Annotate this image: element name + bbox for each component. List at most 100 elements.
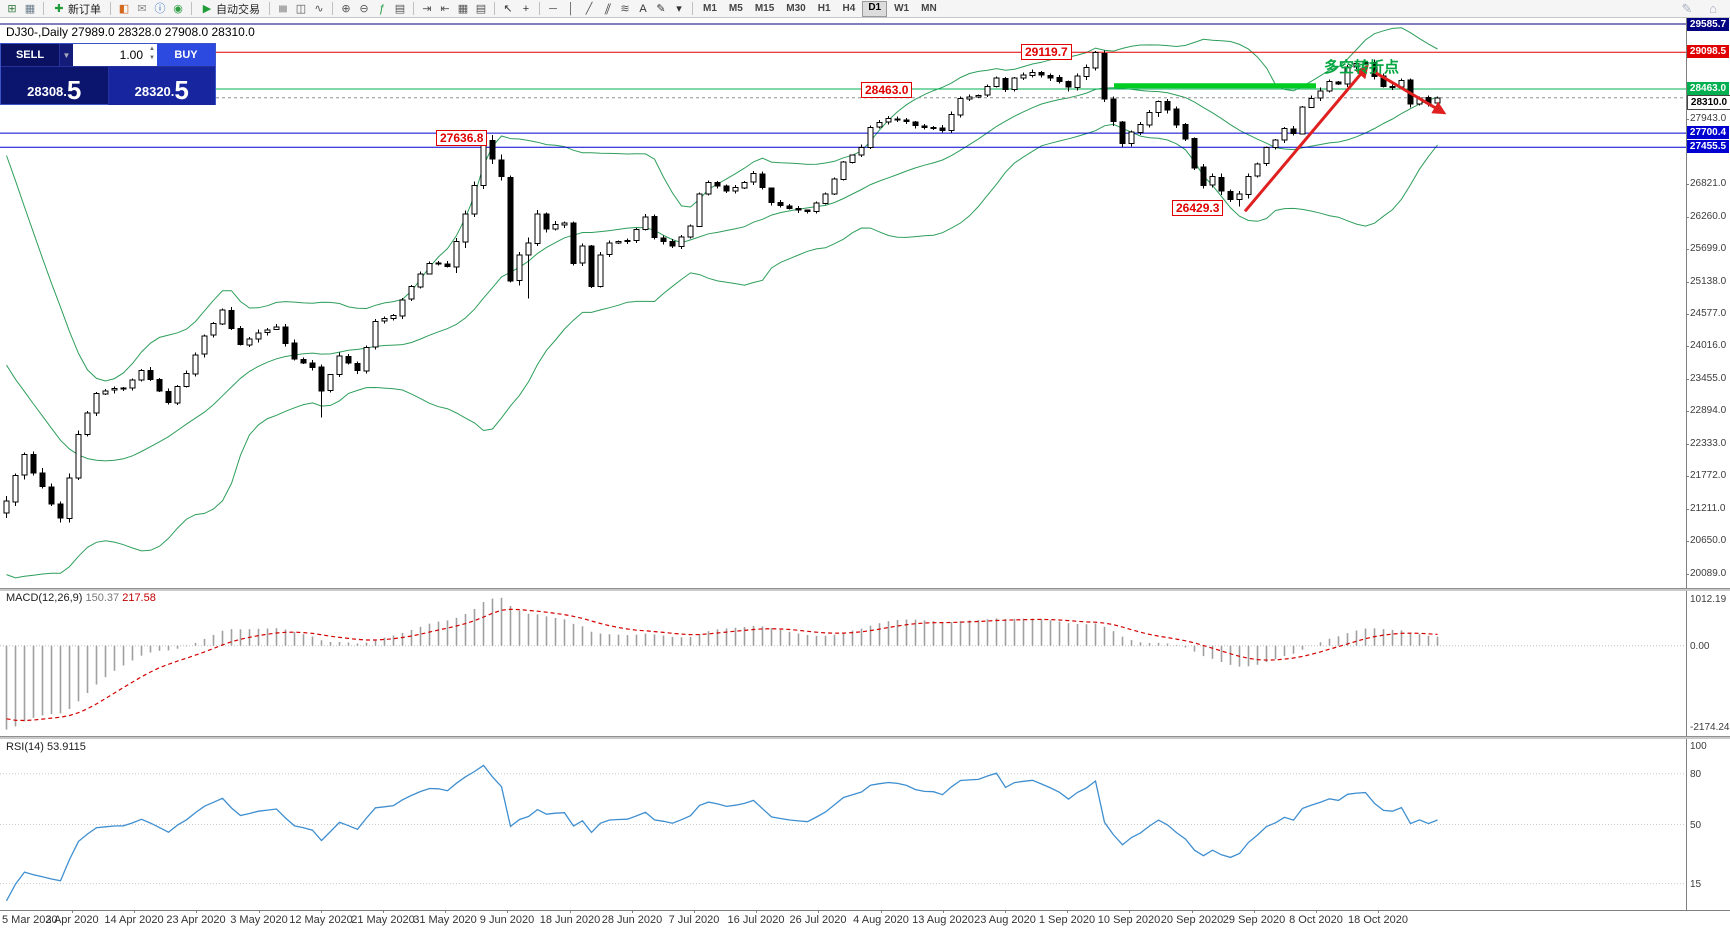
trendline-icon[interactable]: ╱ <box>585 2 593 15</box>
auto-scroll-icon[interactable]: ⇥ <box>422 2 432 15</box>
timeframe-M15-button[interactable]: M15 <box>754 2 775 14</box>
date-label[interactable]: 1 Sep 2020 <box>1038 914 1096 926</box>
date-label[interactable]: 7 Jul 2020 <box>668 914 720 926</box>
hline-icon[interactable]: ─ <box>549 2 557 15</box>
date-label[interactable]: 12 May 2020 <box>289 914 353 926</box>
spinner-down-icon[interactable]: ▼ <box>149 55 155 61</box>
price-callout-label[interactable]: 28463.0 <box>861 82 913 98</box>
shapes-icon[interactable]: ▾ <box>676 2 682 15</box>
date-label[interactable]: 31 May 2020 <box>413 914 477 926</box>
bollinger-upper-band <box>6 27 1438 382</box>
chart-profiles-icon[interactable]: ▦ <box>24 2 36 15</box>
date-label[interactable]: 29 Sep 2020 <box>1222 914 1286 926</box>
vline-icon[interactable]: │ <box>567 2 575 15</box>
date-label[interactable]: 20 Sep 2020 <box>1160 914 1224 926</box>
fibonacci-icon[interactable]: ≋ <box>620 2 630 15</box>
line-chart-icon[interactable]: ∿ <box>314 2 324 15</box>
date-label[interactable]: 9 Jun 2020 <box>479 914 535 926</box>
price-axis-tickmark <box>1686 411 1689 412</box>
text-icon[interactable]: A <box>639 2 647 15</box>
date-label[interactable]: 3 May 2020 <box>230 914 288 926</box>
timeframe-MN-button[interactable]: MN <box>921 2 937 14</box>
main-price-pane[interactable] <box>0 23 1686 579</box>
timeframe-M1-button[interactable]: M1 <box>703 2 717 14</box>
rsi-pane[interactable] <box>0 764 1686 902</box>
price-axis-label[interactable]: 26260.0 <box>1690 211 1727 222</box>
date-label[interactable]: 5 Mar 2020 <box>2 914 58 926</box>
date-label[interactable]: 3 Apr 2020 <box>45 914 99 926</box>
sell-price[interactable]: 28308. 5 <box>1 67 108 105</box>
autotrading-button[interactable]: ▶ 自动交易 <box>196 1 265 17</box>
price-axis-label[interactable]: 21772.0 <box>1690 470 1727 481</box>
cursor-icon[interactable]: ↖ <box>503 2 513 15</box>
zoom-in-icon[interactable]: ⊕ <box>341 2 351 15</box>
price-axis-label[interactable]: 27943.0 <box>1690 113 1727 124</box>
timeframe-W1-button[interactable]: W1 <box>894 2 910 14</box>
price-axis-label[interactable]: 24016.0 <box>1690 340 1727 351</box>
crosshair-icon[interactable]: + <box>522 2 530 15</box>
date-label[interactable]: 21 May 2020 <box>351 914 415 926</box>
toolbar-separator <box>43 2 44 15</box>
price-axis-label[interactable]: 25138.0 <box>1690 276 1727 287</box>
buy-price[interactable]: 28320. 5 <box>107 67 215 105</box>
price-callout-label[interactable]: 26429.3 <box>1172 200 1224 216</box>
price-axis-label[interactable]: 23455.0 <box>1690 373 1727 384</box>
sell-button[interactable]: SELL <box>1 44 59 66</box>
date-label[interactable]: 4 Aug 2020 <box>853 914 909 926</box>
timeframe-D1-button[interactable]: D1 <box>862 0 888 17</box>
date-label[interactable]: 8 Oct 2020 <box>1289 914 1343 926</box>
chart-canvas[interactable] <box>0 0 1686 910</box>
mailbox-icon[interactable]: ✉ <box>137 2 147 15</box>
spinner-up-icon[interactable]: ▲ <box>149 46 155 52</box>
price-axis-label[interactable]: 21211.0 <box>1690 503 1726 514</box>
data-window-icon[interactable]: ▤ <box>475 2 487 15</box>
date-label[interactable]: 23 Aug 2020 <box>974 914 1036 926</box>
price-axis-label[interactable]: 22333.0 <box>1690 438 1727 449</box>
volume-input[interactable]: 1.00 ▲ ▼ <box>73 44 157 66</box>
date-label[interactable]: 18 Oct 2020 <box>1348 914 1408 926</box>
pane-separator-rsi[interactable] <box>0 736 1730 739</box>
timeframe-H4-button[interactable]: H4 <box>842 2 856 14</box>
timeframe-H1-button[interactable]: H1 <box>817 2 831 14</box>
volume-spinner[interactable]: ▲ ▼ <box>149 45 155 63</box>
macd-pane[interactable] <box>0 597 1686 730</box>
label-icon[interactable]: ✎ <box>656 2 666 15</box>
date-label[interactable]: 14 Apr 2020 <box>104 914 164 926</box>
date-label[interactable]: 10 Sep 2020 <box>1097 914 1161 926</box>
date-tickmark <box>1067 910 1068 913</box>
chart-shift-icon[interactable]: ⇤ <box>440 2 450 15</box>
price-axis-label[interactable]: 20089.0 <box>1690 568 1727 579</box>
tile-windows-icon[interactable]: ▦ <box>457 2 469 15</box>
price-axis-label[interactable]: 25699.0 <box>1690 243 1727 254</box>
date-label[interactable]: 16 Jul 2020 <box>727 914 785 926</box>
date-label[interactable]: 13 Aug 2020 <box>912 914 974 926</box>
pane-separator-macd[interactable] <box>0 588 1730 591</box>
grid-icon[interactable]: ▤ <box>394 2 406 15</box>
buy-button[interactable]: BUY <box>157 44 215 66</box>
price-callout-label[interactable]: 27636.8 <box>436 130 488 146</box>
timeframe-M5-button[interactable]: M5 <box>728 2 743 14</box>
quick-edit-icon[interactable]: ✎ <box>1681 1 1693 16</box>
indicators-icon[interactable]: ƒ <box>378 2 386 15</box>
new-chart-icon[interactable]: ⊞ <box>7 2 17 15</box>
candlestick-series <box>3 50 1441 523</box>
new-order-button[interactable]: ✚ 新订单 <box>48 1 106 17</box>
price-callout-label[interactable]: 29119.7 <box>1021 44 1072 60</box>
timeframe-M30-button[interactable]: M30 <box>786 2 806 14</box>
date-label[interactable]: 26 Jul 2020 <box>789 914 847 926</box>
date-label[interactable]: 28 Jun 2020 <box>601 914 663 926</box>
home-icon[interactable]: ⌂ <box>1709 1 1717 16</box>
toolbar-items: ⊞ ▦ ✚ 新订单 ◧ ✉ ⓘ ◉ ▶ 自动交易 ≣ ◫ ∿ ⊕ ⊖ ƒ ▤ ⇥ ⇤ ▦ ▤ ↖ + ─ │ ╱ ∥ ≋ A ✎ ▾ M1 M5… <box>3 0 943 18</box>
price-axis-label[interactable]: 24577.0 <box>1690 308 1727 319</box>
market-watch-icon[interactable]: ◧ <box>118 2 130 15</box>
order-type-dropdown-icon[interactable]: ▼ <box>59 44 73 66</box>
price-axis-label[interactable]: 22894.0 <box>1690 405 1727 416</box>
date-label[interactable]: 18 Jun 2020 <box>539 914 601 926</box>
date-label[interactable]: 23 Apr 2020 <box>166 914 226 926</box>
price-axis-label[interactable]: 20650.0 <box>1690 535 1727 546</box>
price-axis-label[interactable]: 26821.0 <box>1690 178 1727 189</box>
info-icon[interactable]: ⓘ <box>154 2 166 15</box>
candlestick-chart-icon[interactable]: ◫ <box>295 2 307 15</box>
community-icon[interactable]: ◉ <box>173 2 183 15</box>
zoom-out-icon[interactable]: ⊖ <box>359 2 369 15</box>
